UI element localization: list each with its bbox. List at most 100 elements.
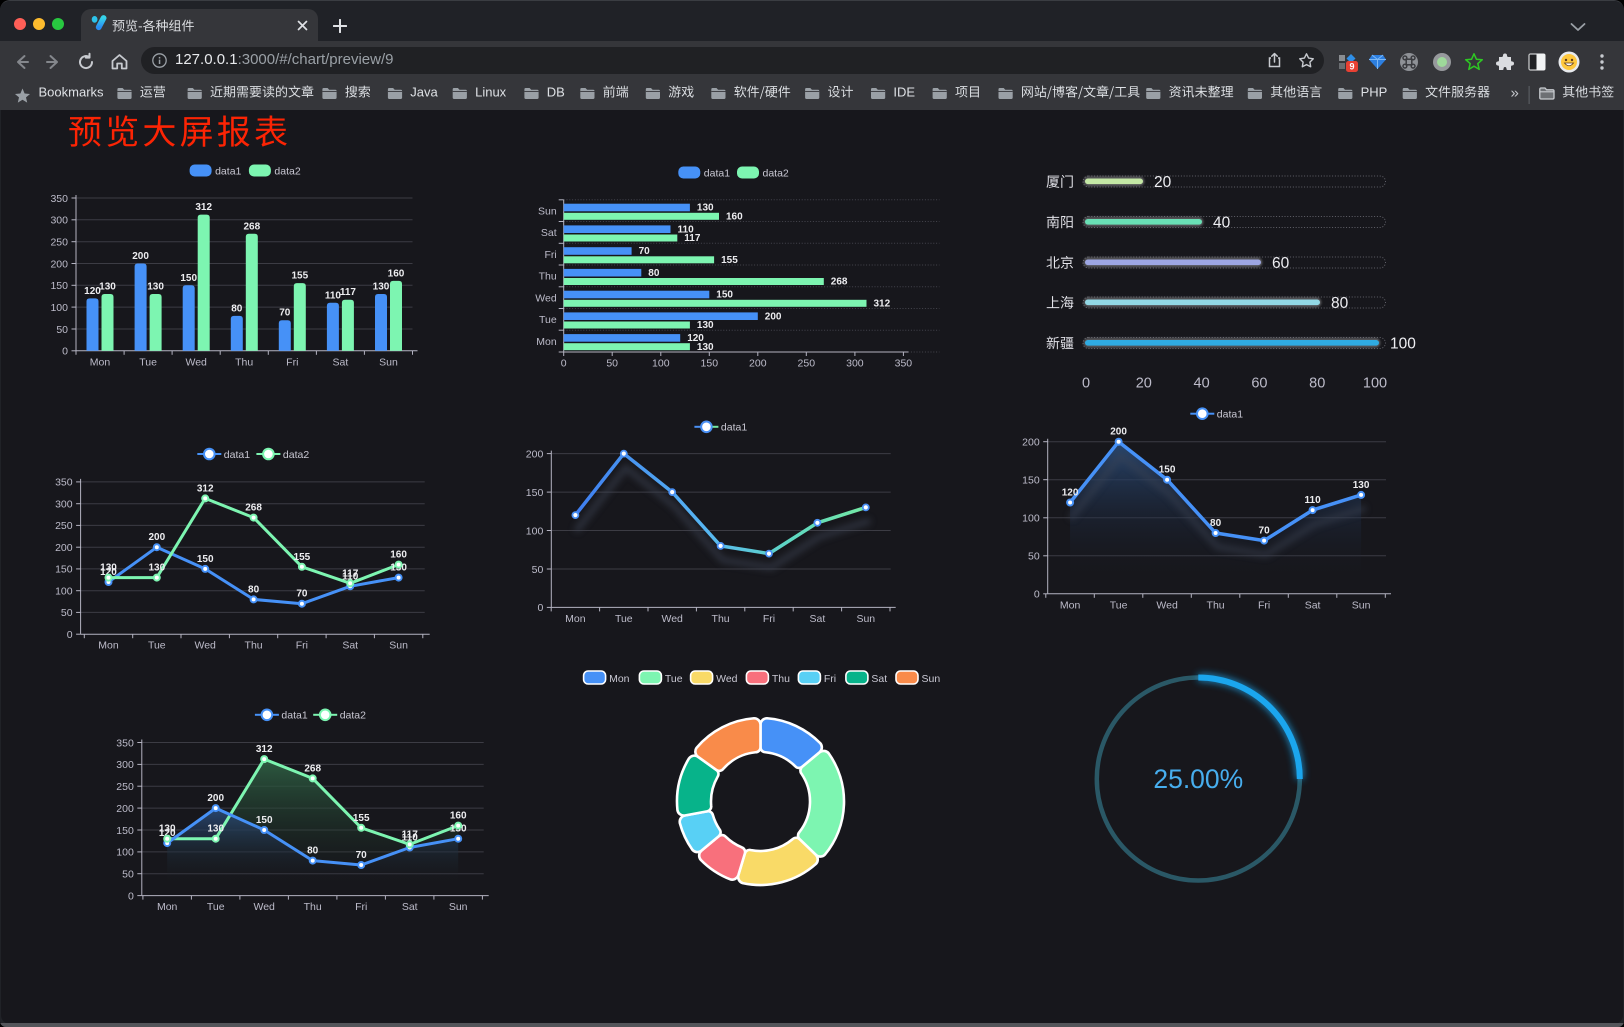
- svg-text:Thu: Thu: [539, 271, 557, 283]
- svg-text:312: 312: [874, 298, 891, 309]
- svg-text:150: 150: [256, 815, 273, 826]
- svg-text:200: 200: [116, 803, 134, 815]
- svg-text:Sun: Sun: [1352, 599, 1371, 611]
- svg-text:100: 100: [116, 847, 134, 859]
- svg-text:25.00%: 25.00%: [1153, 764, 1243, 794]
- svg-text:Thu: Thu: [304, 901, 322, 913]
- svg-text:50: 50: [1028, 551, 1040, 563]
- svg-text:50: 50: [61, 607, 73, 619]
- svg-text:117: 117: [340, 287, 357, 298]
- svg-text:Fri: Fri: [824, 673, 836, 685]
- svg-text:130: 130: [99, 282, 116, 293]
- svg-text:200: 200: [132, 251, 149, 262]
- svg-text:50: 50: [122, 869, 134, 881]
- svg-text:120: 120: [159, 828, 176, 839]
- svg-text:130: 130: [100, 563, 117, 574]
- svg-text:155: 155: [291, 271, 308, 282]
- svg-text:130: 130: [697, 203, 714, 214]
- svg-text:0: 0: [1082, 376, 1090, 392]
- svg-text:150: 150: [716, 290, 733, 301]
- svg-text:160: 160: [726, 211, 743, 222]
- svg-text:80: 80: [248, 584, 260, 595]
- svg-text:60: 60: [1251, 376, 1267, 392]
- svg-text:100: 100: [55, 586, 73, 598]
- svg-text:80: 80: [231, 303, 243, 314]
- svg-text:20: 20: [1136, 376, 1152, 392]
- svg-text:300: 300: [50, 215, 68, 227]
- svg-text:155: 155: [721, 255, 738, 266]
- svg-text:0: 0: [561, 358, 567, 370]
- svg-text:40: 40: [1213, 214, 1231, 231]
- svg-text:150: 150: [197, 554, 214, 565]
- svg-text:Linux: Linux: [475, 85, 507, 100]
- svg-text:Mon: Mon: [609, 673, 630, 685]
- svg-text:130: 130: [159, 824, 176, 835]
- svg-text:200: 200: [1110, 427, 1127, 438]
- svg-text:155: 155: [353, 813, 370, 824]
- svg-text:110: 110: [325, 290, 342, 301]
- svg-text:DB: DB: [547, 85, 565, 100]
- svg-text:Mon: Mon: [536, 336, 557, 348]
- svg-text:50: 50: [606, 358, 618, 370]
- svg-text:Fri: Fri: [544, 249, 556, 261]
- svg-text:80: 80: [1309, 376, 1325, 392]
- svg-text:200: 200: [765, 311, 782, 322]
- svg-text:100: 100: [1022, 513, 1040, 525]
- svg-text:350: 350: [895, 358, 913, 370]
- svg-text:150: 150: [55, 564, 73, 576]
- svg-text:50: 50: [56, 324, 68, 336]
- svg-text:160: 160: [390, 550, 407, 561]
- svg-text:100: 100: [1363, 376, 1387, 392]
- svg-text:120: 120: [100, 567, 117, 578]
- svg-text:data1: data1: [1217, 409, 1243, 421]
- svg-text:120: 120: [687, 333, 704, 344]
- svg-text:Bookmarks: Bookmarks: [39, 85, 105, 100]
- svg-text:data2: data2: [763, 167, 789, 179]
- svg-text:PHP: PHP: [1361, 85, 1388, 100]
- svg-text:0: 0: [1034, 589, 1040, 601]
- svg-text:Thu: Thu: [712, 613, 730, 625]
- svg-text:Sat: Sat: [402, 901, 418, 913]
- svg-text:312: 312: [256, 744, 273, 755]
- svg-text:data2: data2: [340, 710, 366, 722]
- svg-text:268: 268: [243, 221, 260, 232]
- svg-text:Wed: Wed: [716, 673, 738, 685]
- svg-text:80: 80: [307, 846, 319, 857]
- svg-text:200: 200: [526, 448, 544, 460]
- svg-text:70: 70: [356, 850, 368, 861]
- svg-text:150: 150: [701, 358, 719, 370]
- svg-text:200: 200: [207, 793, 224, 804]
- svg-text:Sun: Sun: [389, 640, 408, 652]
- svg-text:250: 250: [116, 781, 134, 793]
- svg-text:130: 130: [373, 282, 390, 293]
- svg-text:Fri: Fri: [286, 356, 298, 368]
- svg-text:160: 160: [388, 268, 405, 279]
- svg-text:Mon: Mon: [565, 613, 586, 625]
- svg-text:Tue: Tue: [615, 613, 633, 625]
- svg-text:Sun: Sun: [449, 901, 468, 913]
- svg-text:350: 350: [116, 737, 134, 749]
- svg-text:0: 0: [67, 629, 73, 641]
- svg-text:data2: data2: [283, 449, 309, 461]
- svg-text:117: 117: [342, 568, 359, 579]
- svg-text:110: 110: [1305, 495, 1322, 506]
- svg-text:312: 312: [197, 483, 214, 494]
- svg-text:200: 200: [148, 532, 165, 543]
- svg-text:117: 117: [402, 829, 419, 840]
- svg-text:Sun: Sun: [379, 356, 398, 368]
- svg-text:312: 312: [195, 202, 212, 213]
- svg-text:130: 130: [1353, 480, 1370, 491]
- svg-text:Sat: Sat: [871, 673, 887, 685]
- svg-text:70: 70: [639, 246, 651, 257]
- svg-text:150: 150: [1159, 465, 1176, 476]
- svg-text:Wed: Wed: [194, 640, 216, 652]
- svg-text:350: 350: [50, 193, 68, 205]
- svg-text:Sat: Sat: [333, 356, 349, 368]
- svg-text:300: 300: [55, 499, 73, 511]
- svg-text:Thu: Thu: [235, 356, 253, 368]
- svg-text:Tue: Tue: [1110, 599, 1128, 611]
- svg-text:110: 110: [342, 571, 359, 582]
- svg-text:100: 100: [1390, 335, 1416, 352]
- svg-text:Tue: Tue: [207, 901, 225, 913]
- svg-text:data1: data1: [704, 167, 730, 179]
